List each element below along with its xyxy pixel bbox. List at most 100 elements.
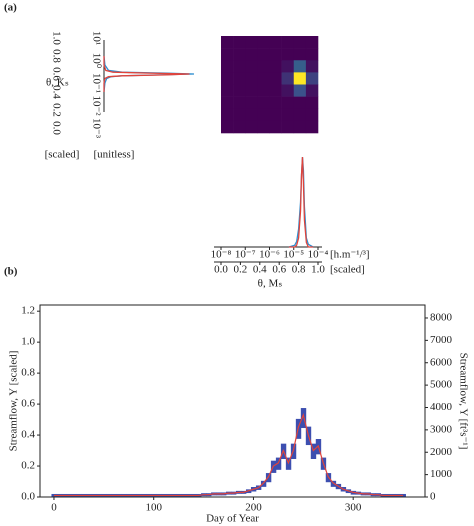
x-tick-label: 0.6 [272, 264, 286, 276]
heatmap-cell [233, 60, 246, 73]
x-tick-label: 0 [51, 502, 57, 514]
x-axis-label: Day of Year [206, 513, 259, 525]
x2-tick-label: 10⁻⁴ [308, 249, 329, 261]
heatmap-cell [233, 96, 246, 110]
heatmap-cell [221, 48, 234, 61]
y2-tick-label: 5000 [430, 379, 453, 391]
heatmap-cell [269, 96, 282, 110]
density-curve [288, 156, 314, 248]
range-band [260, 480, 267, 487]
y-tick-label: 0.4 [50, 85, 62, 99]
x2-tick-label: 10⁻⁸ [211, 249, 232, 261]
heatmap-cell [245, 72, 258, 85]
heatmap-cell [269, 72, 282, 85]
y2-tick-label: 3000 [430, 423, 453, 435]
heatmap-cell [281, 84, 295, 97]
heatmap-cell [305, 96, 319, 110]
heatmap-cell [233, 48, 246, 61]
y-tick-label: 0.4 [21, 429, 35, 441]
heatmap-cell [233, 84, 246, 97]
x-tick-label: 0.8 [292, 264, 306, 276]
y-units: [scaled] [45, 149, 80, 161]
y-tick-label: 1.2 [21, 305, 35, 317]
x2-tick-label: 10⁻⁵ [283, 249, 304, 261]
heatmap-cell [305, 120, 319, 134]
x-tick-label: 0.0 [214, 264, 228, 276]
heatmap-cell [257, 108, 270, 122]
x2-units: [h.m⁻¹/³] [330, 249, 370, 261]
heatmap-cell [281, 36, 295, 49]
heatmap-cell [257, 60, 270, 73]
heatmap-cell [293, 84, 307, 97]
y2-units: [unitless] [94, 149, 135, 161]
y-tick-label: 0.0 [50, 121, 62, 135]
x-units: [scaled] [330, 264, 365, 276]
heatmap-cell [257, 84, 270, 97]
heatmap-cell [245, 36, 258, 49]
heatmap-cell [257, 36, 270, 49]
heatmap-cell [245, 120, 258, 134]
heatmap-cell [269, 84, 282, 97]
x-tick-label: 200 [245, 502, 262, 514]
y2-tick-label: 1000 [430, 468, 453, 480]
x-tick-label: 300 [345, 502, 362, 514]
y-tick-label: 1.0 [50, 31, 62, 45]
heatmap-cell [221, 84, 234, 97]
panel-label: (b) [4, 266, 18, 278]
heatmap-cell [233, 36, 246, 49]
heatmap-cell [305, 36, 319, 49]
heatmap-cell [269, 120, 282, 134]
heatmap-cell [257, 72, 270, 85]
heatmap-cell [233, 72, 246, 85]
range-band [400, 493, 406, 497]
plot-frame [39, 304, 426, 498]
heatmap-cell [221, 36, 234, 49]
y-tick-label: 0.6 [50, 67, 62, 81]
y2-tick-label: 7000 [430, 334, 453, 346]
y-tick-label: 0.2 [50, 103, 62, 117]
heatmap-cell [281, 72, 295, 85]
y2-tick-label: 10⁻³ [90, 118, 102, 139]
heatmap-cell [221, 72, 234, 85]
heatmap-cell [305, 108, 319, 122]
range-band [265, 473, 272, 483]
y2-tick-label: 10⁻² [90, 95, 102, 116]
heatmap-cell [221, 120, 234, 134]
y2-tick-label: 10⁻¹ [90, 73, 102, 93]
y-tick-label: 0.0 [21, 491, 35, 503]
heatmap-cell [281, 48, 295, 61]
x2-tick-label: 10⁻⁶ [259, 249, 280, 261]
heatmap-cell [245, 84, 258, 97]
x-tick-label: 0.2 [234, 264, 248, 276]
heatmap-cell [245, 48, 258, 61]
y2-tick-label: 10¹ [90, 31, 102, 45]
panel-label: (a) [4, 2, 17, 14]
y-tick-label: 0.8 [21, 367, 35, 379]
heatmap-cell [257, 96, 270, 110]
heatmap-cell [305, 84, 319, 97]
y-tick-label: 1.0 [21, 336, 35, 348]
heatmap-cell [293, 108, 307, 122]
heatmap-cell [269, 48, 282, 61]
x2-tick-label: 10⁻⁷ [235, 249, 256, 261]
range-band [310, 443, 317, 459]
heatmap-cell [293, 36, 307, 49]
range-band [275, 457, 282, 470]
x-tick-label: 1.0 [311, 264, 325, 276]
heatmap-cell [269, 60, 282, 73]
heatmap-cell [305, 48, 319, 61]
x-tick-label: 100 [145, 502, 162, 514]
y2-tick-label: 8000 [430, 312, 453, 324]
heatmap-cell [221, 96, 234, 110]
y2-tick-label: 2000 [430, 446, 453, 458]
y-axis-label: θ, Kₛ [46, 77, 69, 89]
heatmap-cell [269, 108, 282, 122]
heatmap-cell [257, 120, 270, 134]
heatmap-cell [305, 60, 319, 73]
heatmap-cell [293, 48, 307, 61]
heatmap-cell [245, 96, 258, 110]
density-curve [103, 56, 190, 92]
y2-tick-label: 6000 [430, 356, 453, 368]
heatmap-cell [245, 60, 258, 73]
